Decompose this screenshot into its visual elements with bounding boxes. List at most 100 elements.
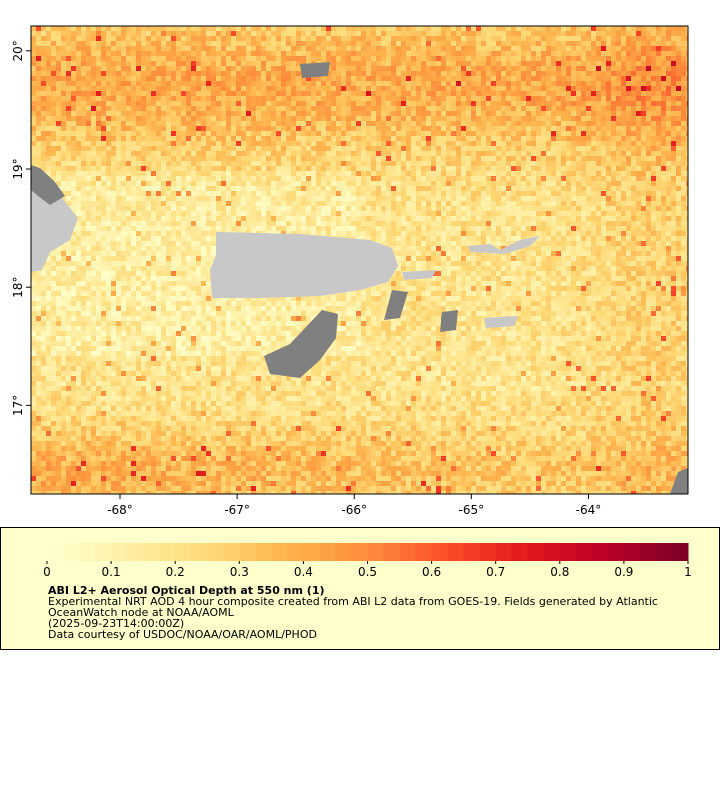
aod-pixel (261, 31, 266, 36)
aod-pixel (126, 111, 131, 116)
aod-pixel (41, 126, 46, 131)
aod-pixel (121, 126, 126, 131)
aod-pixel (671, 61, 676, 66)
aod-pixel (31, 156, 36, 161)
aod-pixel (56, 36, 61, 41)
aod-pixel (421, 146, 426, 151)
aod-pixel (211, 211, 216, 216)
aod-pixel (656, 71, 661, 76)
aod-pixel (551, 76, 556, 81)
aod-pixel (506, 26, 511, 31)
aod-pixel (541, 91, 546, 96)
aod-pixel (221, 31, 226, 36)
aod-pixel (616, 91, 621, 96)
aod-pixel (636, 56, 641, 61)
aod-pixel (121, 141, 126, 146)
aod-pixel (666, 51, 671, 56)
aod-pixel (296, 86, 301, 91)
aod-pixel (61, 41, 66, 46)
aod-pixel (111, 61, 116, 66)
aod-pixel (196, 91, 201, 96)
aod-pixel (651, 166, 656, 171)
aod-pixel (311, 166, 316, 171)
aod-pixel (311, 161, 316, 166)
aod-pixel (456, 106, 461, 111)
aod-pixel (681, 76, 686, 81)
aod-pixel (546, 146, 551, 151)
aod-pixel (166, 156, 171, 161)
aod-pixel (56, 31, 61, 36)
aod-pixel (191, 81, 196, 86)
aod-pixel (281, 171, 286, 176)
aod-pixel (211, 161, 216, 166)
aod-pixel (511, 76, 516, 81)
aod-pixel (71, 66, 76, 71)
aod-pixel (371, 86, 376, 91)
aod-pixel (521, 81, 526, 86)
aod-pixel (666, 26, 671, 31)
aod-pixel (591, 91, 596, 96)
aod-pixel (361, 86, 366, 91)
aod-pixel (681, 41, 686, 46)
aod-pixel (96, 31, 101, 36)
aod-pixel (336, 61, 341, 66)
aod-pixel (226, 41, 231, 46)
aod-pixel (586, 146, 591, 151)
aod-pixel (136, 71, 141, 76)
aod-pixel (531, 91, 536, 96)
aod-pixel (191, 116, 196, 121)
aod-pixel (641, 136, 646, 141)
aod-pixel (56, 56, 61, 61)
aod-pixel (461, 71, 466, 76)
aod-pixel (106, 61, 111, 66)
aod-pixel (356, 206, 361, 211)
aod-pixel (491, 56, 496, 61)
aod-pixel (676, 206, 681, 211)
aod-pixel (331, 31, 336, 36)
aod-pixel (91, 151, 96, 156)
aod-pixel (271, 86, 276, 91)
aod-pixel (161, 136, 166, 141)
aod-pixel (321, 91, 326, 96)
aod-pixel (616, 191, 621, 196)
aod-pixel (581, 76, 586, 81)
aod-pixel (566, 151, 571, 156)
aod-pixel (376, 166, 381, 171)
aod-pixel (531, 121, 536, 126)
aod-pixel (336, 186, 341, 191)
aod-pixel (46, 86, 51, 91)
aod-pixel (556, 116, 561, 121)
aod-pixel (56, 91, 61, 96)
aod-pixel (426, 111, 431, 116)
aod-pixel (346, 126, 351, 131)
aod-pixel (566, 96, 571, 101)
aod-pixel (651, 91, 656, 96)
aod-pixel (446, 191, 451, 196)
aod-pixel (671, 156, 676, 161)
aod-pixel (586, 116, 591, 121)
aod-pixel (231, 166, 236, 171)
aod-pixel (256, 51, 261, 56)
aod-pixel (561, 76, 566, 81)
aod-pixel (636, 166, 641, 171)
aod-pixel (286, 211, 291, 216)
aod-pixel (391, 191, 396, 196)
aod-pixel (581, 141, 586, 146)
aod-pixel (36, 36, 41, 41)
aod-pixel (401, 26, 406, 31)
aod-pixel (146, 191, 151, 196)
aod-pixel (421, 181, 426, 186)
aod-pixel (431, 56, 436, 61)
aod-pixel (476, 91, 481, 96)
aod-pixel (421, 81, 426, 86)
aod-pixel (601, 136, 606, 141)
aod-pixel (626, 151, 631, 156)
aod-pixel (386, 211, 391, 216)
aod-pixel (441, 71, 446, 76)
aod-pixel (471, 196, 476, 201)
aod-pixel (651, 181, 656, 186)
aod-pixel (651, 76, 656, 81)
aod-pixel (181, 56, 186, 61)
aod-pixel (626, 26, 631, 31)
aod-pixel (301, 206, 306, 211)
